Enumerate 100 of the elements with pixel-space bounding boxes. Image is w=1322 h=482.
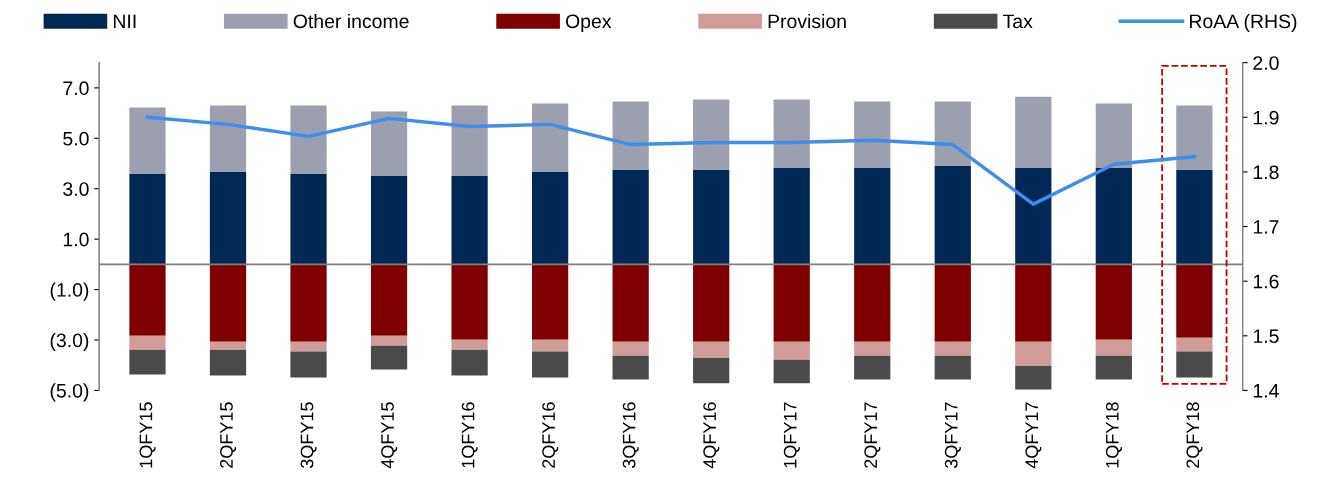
bar — [290, 264, 327, 342]
bar — [612, 170, 649, 265]
bar — [693, 170, 730, 265]
bar — [1015, 341, 1052, 366]
bar — [773, 168, 810, 265]
bar — [1015, 96, 1052, 169]
y2-tick-label: 1.7 — [1253, 220, 1279, 234]
bar — [129, 264, 166, 336]
bar — [209, 105, 247, 173]
bar — [854, 341, 891, 356]
bar — [1095, 264, 1132, 340]
bar — [854, 168, 891, 265]
bar — [773, 264, 810, 342]
bar — [693, 264, 730, 342]
bar — [934, 341, 971, 356]
bar — [290, 341, 327, 352]
x-tick-label: 2QFY17 — [864, 402, 881, 468]
bar — [612, 264, 649, 342]
legend-label: NII — [113, 14, 136, 29]
bar — [370, 345, 408, 370]
y-tick-label: 3.0 — [63, 182, 89, 196]
y2-tick-label: 2.0 — [1253, 56, 1279, 70]
bar — [370, 176, 408, 265]
bar — [854, 355, 891, 380]
bar — [1176, 351, 1213, 378]
x-tick-label: 1QFY17 — [783, 402, 800, 468]
bar — [370, 335, 408, 346]
bar — [451, 349, 488, 376]
line-series — [145, 115, 1197, 206]
bar — [532, 264, 569, 340]
bar — [934, 264, 971, 342]
bar — [1015, 168, 1052, 265]
y2-tick-label: 1.9 — [1253, 110, 1279, 125]
bar — [290, 174, 327, 265]
bar — [209, 172, 247, 265]
bar — [693, 99, 730, 171]
legend-label: Other income — [293, 13, 409, 29]
bar — [532, 172, 569, 265]
x-tick-label: 3QFY16 — [622, 402, 639, 469]
legend-label: Provision — [768, 13, 846, 29]
bar — [290, 351, 327, 378]
bar — [1095, 355, 1132, 380]
bar — [209, 264, 247, 342]
bar — [209, 349, 247, 376]
y2-tick-label: 1.8 — [1253, 165, 1279, 180]
bar — [129, 335, 166, 350]
bar — [1176, 264, 1213, 338]
bar — [773, 341, 810, 360]
bar — [1095, 103, 1132, 169]
bar — [1095, 339, 1132, 356]
bar — [451, 339, 488, 350]
bar — [129, 349, 166, 375]
bar — [854, 264, 891, 342]
x-tick-label: 2QFY18 — [1186, 402, 1203, 468]
bar — [129, 107, 166, 175]
bar — [1176, 105, 1213, 171]
y2-tick-label: 1.4 — [1253, 384, 1279, 398]
bar — [290, 105, 327, 175]
bar — [532, 351, 569, 378]
legend-label: Tax — [1003, 14, 1033, 29]
y2-tick-label: 1.5 — [1253, 329, 1279, 344]
bar — [612, 355, 649, 380]
x-tick-label: 1QFY18 — [1105, 402, 1122, 468]
y-tick-label: (3.0) — [50, 332, 89, 352]
y-tick-label: 5.0 — [63, 131, 89, 146]
bar — [451, 105, 488, 177]
bar — [693, 341, 730, 358]
x-tick-label: 2QFY16 — [542, 402, 559, 468]
bar — [1015, 365, 1052, 390]
bar — [532, 103, 569, 173]
bar — [370, 264, 408, 336]
bar — [934, 166, 971, 265]
legend-label: Opex — [565, 14, 612, 33]
bar — [1015, 264, 1052, 342]
bar — [773, 99, 810, 169]
bar — [773, 359, 810, 384]
bar — [934, 101, 971, 167]
x-tick-label: 3QFY17 — [944, 402, 961, 469]
bar — [612, 341, 649, 356]
x-tick-label: 2QFY15 — [220, 402, 237, 468]
bar — [532, 339, 569, 352]
x-tick-label: 4QFY17 — [1025, 402, 1042, 469]
bar — [612, 101, 649, 171]
y-tick-label: 1.0 — [63, 232, 89, 247]
bar — [1176, 337, 1213, 352]
x-tick-label: 4QFY15 — [381, 402, 398, 469]
bar — [129, 174, 166, 265]
bar — [1176, 170, 1213, 265]
bar — [693, 357, 730, 384]
legend-label: RoAA (RHS) — [1189, 13, 1297, 33]
x-tick-label: 3QFY15 — [300, 402, 317, 469]
y2-tick-label: 1.6 — [1253, 274, 1279, 289]
bar — [370, 111, 408, 177]
y-tick-label: 7.0 — [63, 81, 89, 96]
bar — [934, 355, 971, 380]
bar — [209, 341, 247, 350]
y-tick-label: (5.0) — [50, 383, 89, 402]
bar — [451, 176, 488, 265]
x-tick-label: 1QFY15 — [139, 402, 156, 468]
bar — [451, 264, 488, 340]
